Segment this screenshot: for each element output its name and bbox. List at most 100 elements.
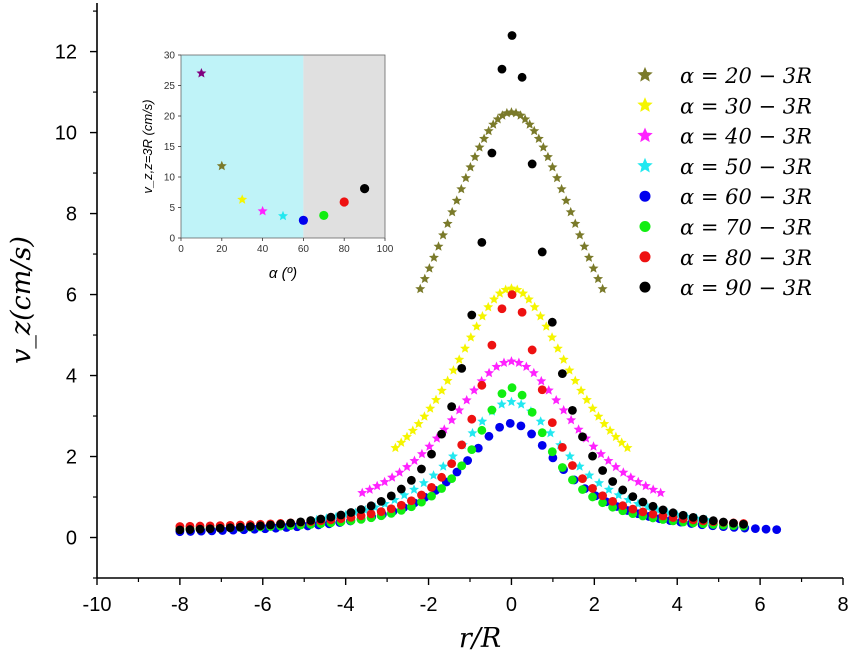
data-point bbox=[588, 451, 597, 461]
data-point bbox=[437, 472, 446, 482]
data-point bbox=[447, 206, 458, 217]
data-point bbox=[215, 523, 225, 533]
data-point bbox=[394, 467, 405, 477]
y-tick-label: 4 bbox=[66, 366, 77, 388]
legend: α = 20 − 3R α = 30 − 3R α = 40 − 3R α = 50 … bbox=[637, 64, 812, 300]
data-point bbox=[409, 484, 420, 494]
legend-marker bbox=[637, 97, 653, 112]
data-point bbox=[507, 383, 517, 393]
data-point bbox=[505, 418, 515, 428]
data-point bbox=[574, 461, 585, 471]
inset-plot: 0 20 40 60 80 100 0 5 10 15 20 25 30 α (º) v_z,z=3R (c… bbox=[140, 51, 394, 283]
x-tick-label: -6 bbox=[254, 594, 272, 616]
data-point bbox=[633, 476, 644, 487]
data-point bbox=[356, 505, 366, 514]
data-point bbox=[516, 399, 527, 409]
data-point bbox=[225, 523, 235, 533]
data-point bbox=[648, 509, 658, 519]
data-point bbox=[406, 475, 416, 485]
data-point bbox=[419, 411, 430, 421]
data-point bbox=[524, 119, 535, 129]
data-point bbox=[461, 394, 472, 405]
data-point bbox=[658, 511, 668, 521]
data-point bbox=[402, 461, 412, 472]
data-point bbox=[483, 301, 494, 312]
inset-y-tick-label: 15 bbox=[164, 142, 176, 153]
data-point bbox=[195, 524, 205, 534]
data-point bbox=[396, 437, 407, 447]
data-point bbox=[564, 451, 575, 461]
data-point bbox=[655, 487, 666, 498]
data-point bbox=[528, 367, 539, 378]
data-point bbox=[658, 505, 668, 515]
data-point bbox=[491, 361, 502, 372]
data-point bbox=[597, 283, 608, 294]
y-tick-label: 0 bbox=[66, 528, 77, 550]
data-point bbox=[366, 501, 376, 511]
data-point bbox=[386, 491, 396, 501]
data-point bbox=[557, 369, 567, 378]
data-point bbox=[618, 501, 628, 511]
data-point bbox=[578, 474, 587, 484]
data-point bbox=[438, 229, 449, 240]
data-point bbox=[570, 218, 581, 228]
data-point bbox=[437, 429, 446, 439]
data-point bbox=[638, 507, 648, 517]
data-point bbox=[454, 354, 465, 364]
data-point bbox=[557, 463, 567, 472]
data-point bbox=[399, 489, 410, 500]
data-point bbox=[543, 385, 554, 395]
data-point bbox=[256, 521, 265, 531]
data-point bbox=[568, 475, 577, 485]
main-plot bbox=[175, 31, 782, 537]
data-point bbox=[396, 500, 406, 510]
legend-label: α = 20 − 3R bbox=[680, 64, 812, 88]
data-point bbox=[364, 484, 375, 494]
y-tick-label: 10 bbox=[55, 123, 77, 145]
data-point bbox=[477, 425, 487, 435]
data-point bbox=[708, 516, 718, 526]
inset-y-tick-label: 25 bbox=[164, 81, 176, 92]
data-point bbox=[603, 484, 614, 494]
data-point bbox=[469, 385, 480, 395]
data-point bbox=[245, 522, 255, 531]
data-point bbox=[573, 424, 584, 434]
data-point bbox=[451, 195, 462, 205]
data-point bbox=[517, 72, 527, 82]
data-point bbox=[537, 247, 547, 257]
data-point bbox=[431, 433, 442, 443]
data-point bbox=[558, 405, 569, 415]
data-point bbox=[618, 467, 629, 477]
data-point bbox=[542, 151, 553, 162]
data-point bbox=[535, 416, 546, 426]
data-point bbox=[417, 497, 426, 507]
data-point bbox=[427, 483, 436, 492]
data-point bbox=[487, 148, 497, 158]
data-point bbox=[447, 459, 457, 469]
data-point bbox=[598, 498, 608, 508]
data-point bbox=[537, 385, 547, 395]
data-point bbox=[688, 512, 698, 522]
data-point bbox=[436, 385, 447, 395]
data-point bbox=[547, 447, 557, 457]
data-point bbox=[527, 159, 537, 169]
data-point bbox=[518, 288, 529, 298]
data-point bbox=[566, 414, 577, 425]
legend-label: α = 50 − 3R bbox=[680, 155, 812, 179]
inset-y-title: v_z,z=3R (cm/s) bbox=[140, 99, 155, 193]
data-point bbox=[474, 142, 485, 152]
data-point bbox=[535, 311, 546, 321]
data-point bbox=[437, 484, 446, 493]
data-point bbox=[389, 494, 400, 505]
data-point bbox=[465, 332, 476, 342]
data-point bbox=[487, 405, 497, 415]
data-point bbox=[529, 301, 540, 312]
data-point bbox=[316, 514, 326, 524]
data-point bbox=[527, 429, 536, 439]
data-point bbox=[570, 375, 581, 386]
inset-y-tick-label: 10 bbox=[164, 173, 176, 184]
data-point bbox=[538, 142, 549, 152]
data-point bbox=[276, 519, 285, 529]
data-point bbox=[417, 464, 426, 474]
